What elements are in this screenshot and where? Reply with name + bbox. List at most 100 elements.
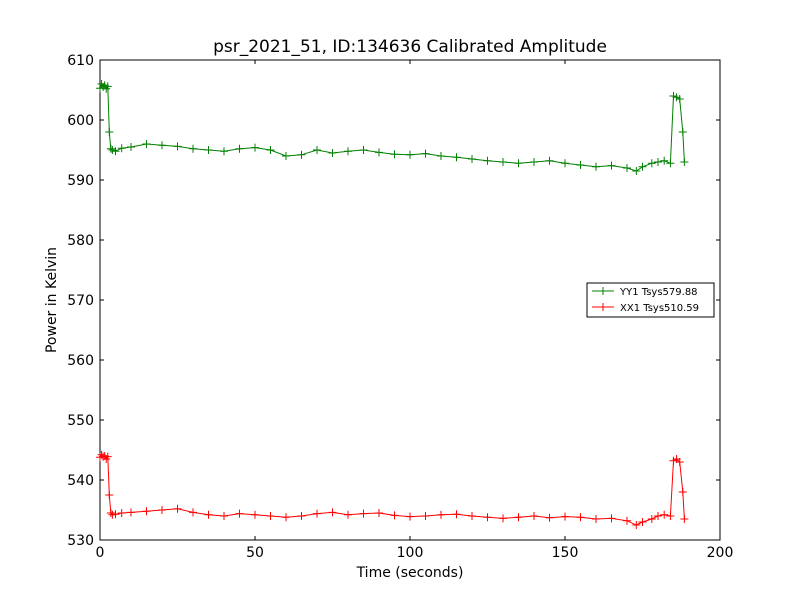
data-point	[499, 514, 507, 523]
y-tick-label: 550	[67, 413, 94, 429]
data-point	[235, 509, 244, 518]
data-point	[421, 512, 430, 520]
data-point	[638, 162, 647, 171]
data-point	[375, 148, 383, 157]
data-point	[297, 150, 306, 159]
data-point	[158, 506, 166, 514]
data-point	[106, 144, 115, 153]
data-point	[235, 144, 244, 153]
data-point	[251, 510, 259, 519]
data-point	[561, 512, 569, 521]
y-tick-label: 600	[67, 113, 94, 129]
x-tick-label: 50	[246, 545, 264, 561]
y-tick-label: 570	[67, 293, 94, 309]
data-point	[297, 512, 306, 520]
legend: YY1 Tsys579.88 XX1 Tsys510.59	[586, 282, 715, 318]
data-point	[220, 512, 228, 520]
data-point	[313, 509, 321, 518]
data-point	[638, 518, 647, 526]
x-tick-label: 0	[96, 545, 105, 561]
data-point	[105, 491, 114, 499]
data-point	[313, 146, 321, 154]
data-point	[103, 452, 112, 461]
data-point	[654, 512, 662, 520]
chart-title: psr_2021_51, ID:134636 Calibrated Amplit…	[213, 37, 607, 57]
data-point	[483, 156, 492, 165]
data-point	[375, 509, 383, 517]
y-tick-label: 540	[67, 473, 94, 489]
data-point	[452, 153, 461, 162]
data-point	[220, 147, 228, 156]
data-point	[545, 156, 554, 165]
x-tick-label: 200	[707, 545, 734, 561]
data-point	[173, 504, 182, 513]
data-point	[111, 510, 120, 519]
data-point	[530, 512, 538, 520]
data-point	[666, 512, 675, 520]
tick-layer: 0 50 100 150 200 530 540 550 560 570 580 590 600 610	[67, 53, 733, 561]
legend-marker-xx1	[599, 303, 607, 311]
data-point	[468, 512, 476, 520]
data-point	[189, 144, 197, 153]
data-point	[530, 158, 538, 166]
data-point	[592, 515, 600, 523]
data-point	[647, 159, 656, 168]
data-point	[660, 156, 669, 165]
data-point	[660, 510, 669, 519]
data-point	[678, 128, 687, 136]
data-point	[680, 158, 689, 166]
data-point	[406, 512, 414, 521]
series-layer	[96, 80, 689, 529]
y-tick-label: 610	[67, 53, 94, 69]
y-tick-label: 580	[67, 233, 94, 249]
x-axis-label: Time (seconds)	[356, 565, 464, 581]
data-point	[103, 82, 112, 91]
data-point	[344, 510, 352, 519]
data-point	[189, 508, 197, 517]
data-point	[105, 128, 114, 136]
data-point	[328, 508, 337, 517]
data-point	[666, 159, 675, 168]
y-tick-label: 530	[67, 533, 94, 549]
data-point	[111, 147, 120, 156]
data-point	[623, 516, 631, 525]
data-point	[282, 152, 290, 160]
data-point	[437, 510, 445, 519]
y-tick-label: 590	[67, 173, 94, 189]
data-point	[359, 146, 368, 154]
data-point	[344, 147, 352, 156]
data-point	[437, 152, 445, 160]
legend-label-xx1: XX1 Tsys510.59	[620, 303, 699, 314]
legend-label-yy1: YY1 Tsys579.88	[619, 287, 698, 298]
data-point	[675, 458, 684, 466]
legend-box	[586, 282, 715, 318]
data-point	[632, 167, 641, 175]
data-point	[328, 149, 337, 157]
x-tick-label: 150	[552, 545, 579, 561]
data-point	[266, 146, 275, 154]
data-point	[647, 515, 656, 523]
data-point	[106, 509, 115, 517]
data-point	[632, 521, 641, 529]
data-point	[607, 514, 616, 523]
data-point	[173, 142, 182, 151]
data-point	[654, 158, 662, 166]
data-point	[406, 150, 414, 159]
data-point	[592, 162, 600, 171]
data-point	[282, 513, 290, 522]
data-point	[204, 146, 213, 154]
data-point	[576, 161, 585, 169]
data-point	[680, 515, 689, 523]
data-point	[514, 513, 523, 522]
data-point	[561, 159, 569, 168]
data-point	[499, 158, 507, 166]
data-point	[576, 513, 585, 522]
data-point	[468, 155, 476, 163]
data-point	[251, 143, 259, 152]
data-point	[421, 149, 430, 158]
y-tick-label: 560	[67, 353, 94, 369]
data-point	[127, 143, 135, 151]
data-point	[158, 141, 166, 150]
data-point	[678, 488, 687, 496]
data-point	[514, 159, 523, 168]
